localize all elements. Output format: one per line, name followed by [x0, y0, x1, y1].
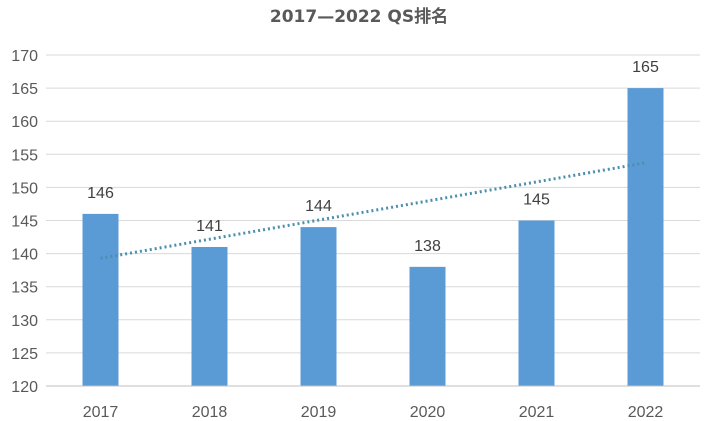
- x-axis-ticks: 2017 2018 2019 2020 2021 2022: [83, 404, 664, 421]
- y-tick-label: 145: [11, 214, 38, 231]
- x-tick-label: 2021: [519, 404, 555, 421]
- y-tick-label: 120: [11, 379, 38, 396]
- x-tick-label: 2018: [192, 404, 228, 421]
- bar-2020: [409, 266, 446, 386]
- gridlines: [46, 54, 700, 354]
- y-tick-label: 170: [11, 48, 38, 65]
- trendline: [100, 161, 646, 260]
- y-tick-label: 165: [11, 81, 38, 98]
- chart-title: 2017—2022 QS排名: [270, 6, 448, 27]
- y-tick-label: 160: [11, 114, 38, 131]
- data-label: 141: [196, 218, 223, 235]
- data-label: 146: [87, 185, 114, 202]
- x-tick-label: 2017: [83, 404, 119, 421]
- bar-2021: [518, 220, 555, 386]
- data-label: 165: [632, 59, 659, 76]
- bars: [82, 88, 664, 386]
- bar-2022: [627, 88, 664, 386]
- data-labels: 146 141 144 138 145 165: [87, 59, 659, 255]
- x-tick-label: 2020: [410, 404, 446, 421]
- data-label: 144: [305, 198, 332, 215]
- data-label: 138: [414, 238, 441, 255]
- bar-2019: [300, 227, 337, 386]
- y-tick-label: 150: [11, 180, 38, 197]
- y-axis-ticks: 120 125 130 135 140 145 150 155 160 165 170: [11, 48, 38, 396]
- y-tick-label: 135: [11, 280, 38, 297]
- y-tick-label: 125: [11, 346, 38, 363]
- x-tick-label: 2022: [628, 404, 664, 421]
- y-tick-label: 155: [11, 147, 38, 164]
- bar-2018: [191, 246, 228, 386]
- bar-2017: [82, 213, 119, 386]
- data-label: 145: [523, 192, 550, 209]
- y-tick-label: 130: [11, 313, 38, 330]
- x-tick-label: 2019: [301, 404, 337, 421]
- y-tick-label: 140: [11, 247, 38, 264]
